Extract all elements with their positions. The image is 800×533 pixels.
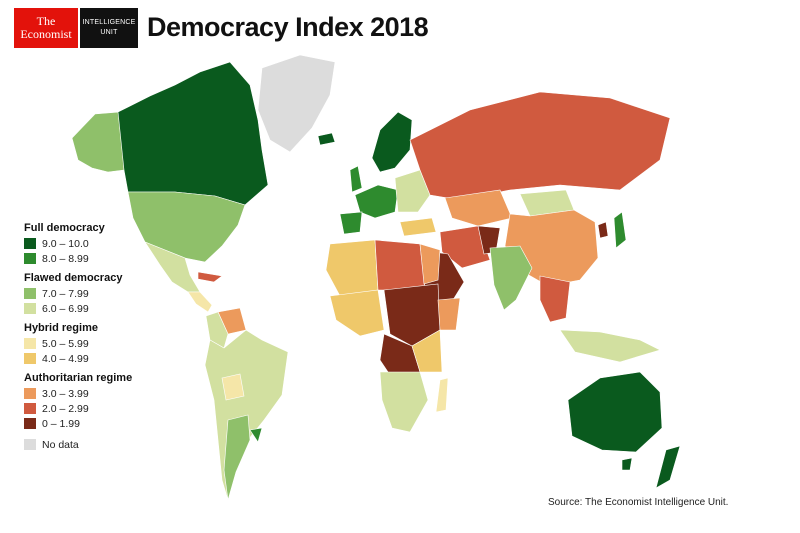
legend-heading: Full democracy <box>24 222 105 234</box>
russia <box>409 91 671 201</box>
iberia <box>339 211 363 235</box>
uk <box>349 165 363 193</box>
new-zealand <box>655 445 681 489</box>
legend-label: 7.0 – 7.99 <box>42 287 89 300</box>
north-korea <box>597 221 609 239</box>
legend-swatch <box>24 303 36 314</box>
legend-item: 9.0 – 10.0 <box>24 236 174 251</box>
legend-item: 5.0 – 5.99 <box>24 336 174 351</box>
legend-label: 3.0 – 3.99 <box>42 387 89 400</box>
legend-item: 8.0 – 8.99 <box>24 251 174 266</box>
legend-label: 2.0 – 2.99 <box>42 402 89 415</box>
cuba <box>197 271 223 283</box>
indonesia <box>559 329 661 363</box>
algeria-libya <box>374 239 426 291</box>
east-africa <box>411 329 443 373</box>
legend-label: 8.0 – 8.99 <box>42 252 89 265</box>
legend-swatch <box>24 238 36 249</box>
legend-swatch <box>24 403 36 414</box>
legend-swatch <box>24 288 36 299</box>
economist-logo: The Economist <box>14 8 78 48</box>
canada <box>117 61 269 206</box>
madagascar <box>435 377 449 413</box>
legend: Full democracy 9.0 – 10.0 8.0 – 8.99 Fla… <box>24 216 174 452</box>
legend-swatch <box>24 253 36 264</box>
legend-label: 9.0 – 10.0 <box>42 237 89 250</box>
page-title: Democracy Index 2018 <box>147 12 429 42</box>
uruguay <box>249 427 263 443</box>
unit-line-1: INTELLIGENCE <box>82 19 136 26</box>
legend-swatch <box>24 353 36 364</box>
southeast-asia <box>539 275 571 323</box>
horn-of-africa <box>437 297 461 331</box>
argentina <box>223 414 251 501</box>
legend-item: 6.0 – 6.99 <box>24 301 174 316</box>
legend-swatch <box>24 439 36 450</box>
legend-heading: Hybrid regime <box>24 322 98 334</box>
usa <box>127 191 246 263</box>
north-africa-west <box>325 239 379 297</box>
iran <box>439 225 491 269</box>
bolivia <box>221 373 245 401</box>
west-africa <box>329 289 385 337</box>
legend-swatch <box>24 418 36 429</box>
legend-item: 2.0 – 2.99 <box>24 401 174 416</box>
india <box>489 245 533 311</box>
australia <box>567 371 663 453</box>
scandinavia <box>371 111 413 173</box>
alaska <box>71 111 125 173</box>
legend-item: No data <box>24 437 174 452</box>
legend-group-authoritarian: Authoritarian regime 3.0 – 3.99 2.0 – 2.… <box>24 372 174 431</box>
central-america <box>187 291 213 313</box>
central-asia <box>444 189 513 227</box>
japan <box>613 211 627 249</box>
legend-item: 7.0 – 7.99 <box>24 286 174 301</box>
legend-swatch <box>24 338 36 349</box>
legend-swatch <box>24 388 36 399</box>
legend-label: 5.0 – 5.99 <box>42 337 89 350</box>
legend-item: 3.0 – 3.99 <box>24 386 174 401</box>
southern-africa <box>379 371 429 433</box>
legend-group-hybrid: Hybrid regime 5.0 – 5.99 4.0 – 4.99 <box>24 322 174 366</box>
legend-label: 0 – 1.99 <box>42 417 80 430</box>
legend-item: 4.0 – 4.99 <box>24 351 174 366</box>
legend-label: 4.0 – 4.99 <box>42 352 89 365</box>
legend-group-full: Full democracy 9.0 – 10.0 8.0 – 8.99 <box>24 222 174 266</box>
south-america <box>204 329 289 502</box>
intelligence-unit-logo: INTELLIGENCE UNIT <box>80 8 138 48</box>
legend-heading: Flawed democracy <box>24 272 123 284</box>
legend-item: 0 – 1.99 <box>24 416 174 431</box>
eastern-europe <box>394 169 431 213</box>
logo-line-1: The <box>36 14 56 28</box>
greenland <box>257 54 336 153</box>
logo-line-2: Economist <box>20 27 72 41</box>
tasmania <box>621 457 633 471</box>
legend-group-flawed: Flawed democracy 7.0 – 7.99 6.0 – 6.99 <box>24 272 174 316</box>
legend-group-no-data: No data <box>24 437 174 452</box>
legend-heading: Authoritarian regime <box>24 372 133 384</box>
source-note: Source: The Economist Intelligence Unit. <box>548 497 729 508</box>
turkey <box>399 217 437 237</box>
colombia <box>205 311 229 349</box>
legend-label: No data <box>42 438 79 451</box>
iceland <box>317 132 336 146</box>
legend-label: 6.0 – 6.99 <box>42 302 89 315</box>
unit-line-2: UNIT <box>100 29 118 36</box>
egypt <box>419 243 441 285</box>
